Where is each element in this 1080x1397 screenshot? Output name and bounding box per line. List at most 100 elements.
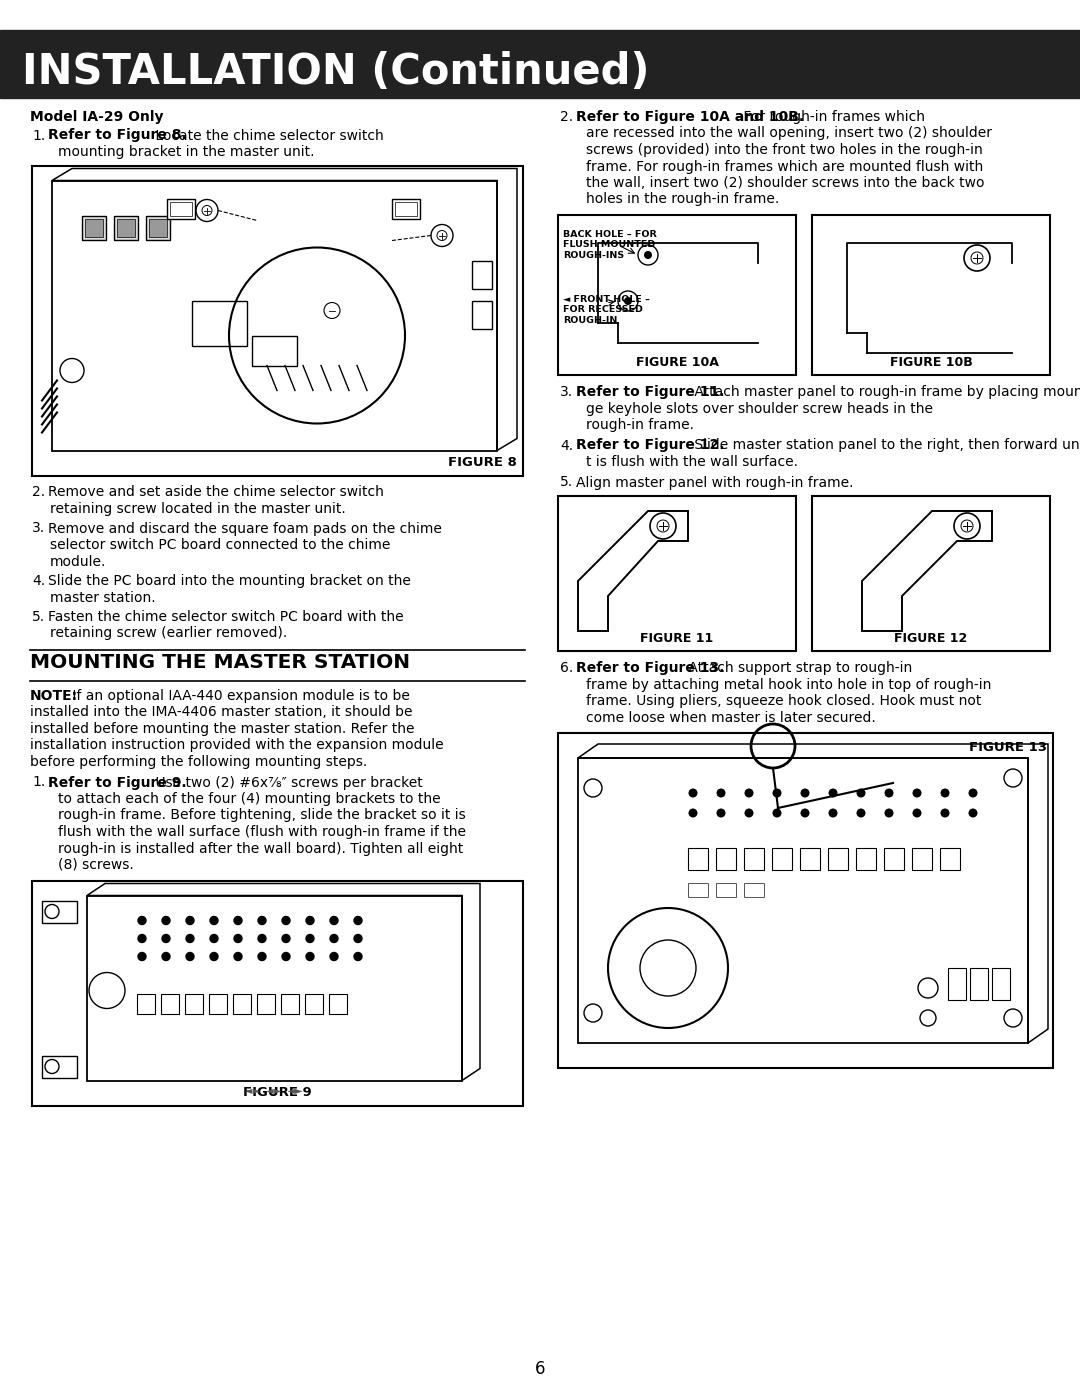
- Circle shape: [772, 788, 782, 798]
- Text: Refer to Figure 9.: Refer to Figure 9.: [48, 775, 187, 789]
- Bar: [558, 733, 1053, 1067]
- Bar: [52, 180, 497, 450]
- Text: 3.: 3.: [32, 521, 45, 535]
- Text: Model IA-29 Only: Model IA-29 Only: [30, 110, 163, 124]
- Bar: [772, 848, 792, 870]
- Text: 4.: 4.: [561, 439, 573, 453]
- Text: are recessed into the wall opening, insert two (2) shoulder: are recessed into the wall opening, inse…: [586, 127, 993, 141]
- Circle shape: [969, 809, 977, 817]
- Text: retaining screw (earlier removed).: retaining screw (earlier removed).: [50, 626, 287, 640]
- Text: Refer to Figure 12.: Refer to Figure 12.: [576, 439, 725, 453]
- Text: Refer to Figure 11.: Refer to Figure 11.: [576, 386, 725, 400]
- Text: FIGURE 9: FIGURE 9: [243, 1087, 311, 1099]
- Bar: [114, 215, 138, 239]
- Text: Slide master station panel to the right, then forward until i: Slide master station panel to the right,…: [690, 439, 1080, 453]
- Text: Refer to Figure 13.: Refer to Figure 13.: [576, 661, 725, 675]
- Bar: [32, 880, 523, 1105]
- Bar: [812, 215, 1050, 374]
- Bar: [912, 848, 932, 870]
- Bar: [578, 759, 1028, 1044]
- Circle shape: [258, 916, 266, 925]
- Circle shape: [885, 809, 893, 817]
- Text: Attach support strap to rough-in: Attach support strap to rough-in: [684, 661, 913, 675]
- Circle shape: [330, 916, 338, 925]
- Circle shape: [138, 953, 146, 961]
- Text: Remove and set aside the chime selector switch: Remove and set aside the chime selector …: [48, 486, 383, 500]
- Circle shape: [186, 916, 194, 925]
- Circle shape: [716, 809, 726, 817]
- Text: FIGURE 13: FIGURE 13: [969, 740, 1047, 754]
- Bar: [42, 1056, 77, 1077]
- Bar: [149, 218, 167, 236]
- Bar: [252, 335, 297, 366]
- Text: installed into the IMA-4406 master station, it should be: installed into the IMA-4406 master stati…: [30, 705, 413, 719]
- Text: 6: 6: [535, 1361, 545, 1377]
- Bar: [85, 218, 103, 236]
- Bar: [82, 215, 106, 239]
- Text: installed before mounting the master station. Refer the: installed before mounting the master sta…: [30, 722, 415, 736]
- Circle shape: [941, 788, 949, 798]
- Circle shape: [800, 788, 810, 798]
- Bar: [210, 993, 227, 1013]
- Bar: [800, 848, 820, 870]
- Bar: [558, 215, 796, 374]
- Text: ge keyhole slots over shoulder screw heads in the: ge keyhole slots over shoulder screw hea…: [586, 401, 933, 415]
- Text: Refer to Figure 8.: Refer to Figure 8.: [48, 129, 187, 142]
- Circle shape: [186, 935, 194, 943]
- Circle shape: [234, 935, 242, 943]
- Circle shape: [828, 788, 837, 798]
- Text: 4.: 4.: [32, 574, 45, 588]
- Bar: [970, 968, 988, 1000]
- Circle shape: [330, 953, 338, 961]
- Bar: [395, 201, 417, 215]
- Text: 1.: 1.: [32, 775, 45, 789]
- Bar: [688, 883, 708, 897]
- Text: If an optional IAA-440 expansion module is to be: If an optional IAA-440 expansion module …: [68, 689, 410, 703]
- Bar: [167, 198, 195, 218]
- Bar: [744, 883, 764, 897]
- Bar: [42, 901, 77, 922]
- Circle shape: [772, 809, 782, 817]
- Text: For rough-in frames which: For rough-in frames which: [739, 110, 924, 124]
- Circle shape: [885, 788, 893, 798]
- Circle shape: [306, 916, 314, 925]
- Bar: [170, 201, 192, 215]
- Text: flush with the wall surface (flush with rough-in frame if the: flush with the wall surface (flush with …: [58, 826, 465, 840]
- Text: retaining screw located in the master unit.: retaining screw located in the master un…: [50, 502, 346, 515]
- Circle shape: [913, 788, 921, 798]
- Text: (8) screws.: (8) screws.: [58, 858, 134, 872]
- Circle shape: [689, 788, 698, 798]
- Text: come loose when master is later secured.: come loose when master is later secured.: [586, 711, 876, 725]
- Bar: [257, 993, 275, 1013]
- Bar: [192, 300, 247, 345]
- Bar: [885, 848, 904, 870]
- Circle shape: [282, 916, 291, 925]
- Circle shape: [210, 953, 218, 961]
- Text: 5.: 5.: [32, 610, 45, 624]
- Circle shape: [306, 953, 314, 961]
- Text: selector switch PC board connected to the chime: selector switch PC board connected to th…: [50, 538, 390, 552]
- Bar: [161, 993, 179, 1013]
- Circle shape: [744, 809, 754, 817]
- Bar: [856, 848, 876, 870]
- Text: to attach each of the four (4) mounting brackets to the: to attach each of the four (4) mounting …: [58, 792, 441, 806]
- Bar: [137, 993, 156, 1013]
- Text: ◄►  ◄►  ◄►: ◄► ◄► ◄►: [245, 1085, 302, 1095]
- Text: frame by attaching metal hook into hole in top of rough-in: frame by attaching metal hook into hole …: [586, 678, 991, 692]
- Circle shape: [800, 809, 810, 817]
- Text: screws (provided) into the front two holes in the rough-in: screws (provided) into the front two hol…: [586, 142, 983, 156]
- Text: Locate the chime selector switch: Locate the chime selector switch: [151, 129, 383, 142]
- Bar: [472, 260, 492, 289]
- Circle shape: [234, 953, 242, 961]
- Circle shape: [258, 935, 266, 943]
- Text: ◄ FRONT HOLE –
FOR RECESSED
ROUGH-IN: ◄ FRONT HOLE – FOR RECESSED ROUGH-IN: [563, 295, 650, 324]
- Circle shape: [689, 809, 698, 817]
- Bar: [392, 198, 420, 218]
- Bar: [185, 993, 203, 1013]
- Bar: [558, 496, 796, 651]
- Bar: [993, 968, 1010, 1000]
- Circle shape: [282, 935, 291, 943]
- Text: frame. For rough-in frames which are mounted flush with: frame. For rough-in frames which are mou…: [586, 159, 983, 173]
- Circle shape: [913, 809, 921, 817]
- Circle shape: [330, 935, 338, 943]
